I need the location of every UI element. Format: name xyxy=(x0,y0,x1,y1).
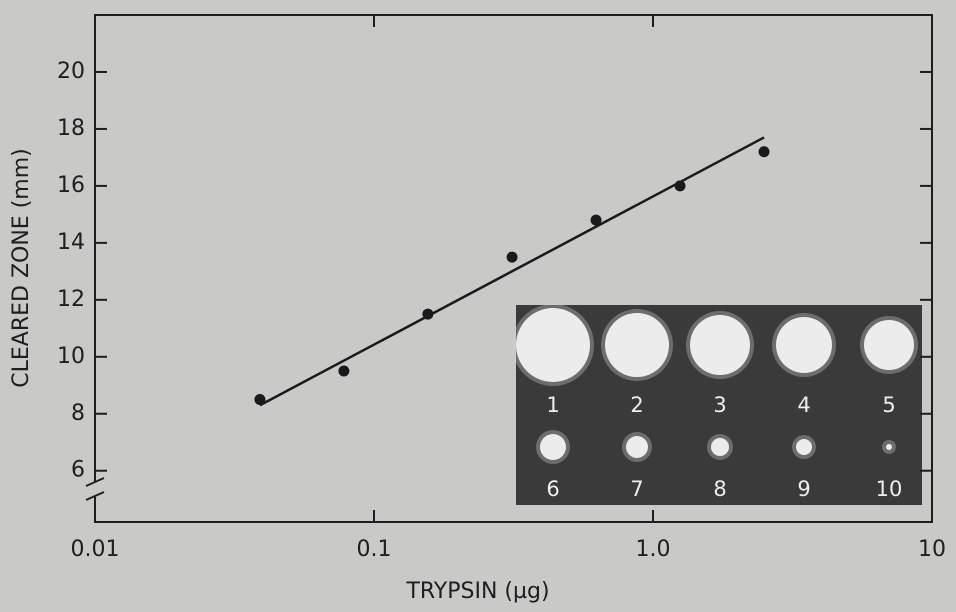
cleared-zone xyxy=(711,438,729,456)
inset-label: 4 xyxy=(797,393,810,417)
data-point xyxy=(338,365,350,377)
inset-label: 2 xyxy=(630,393,643,417)
inset-label: 3 xyxy=(713,393,726,417)
cleared-zone xyxy=(864,320,914,370)
inset-label: 5 xyxy=(882,393,895,417)
x-tick-label: 0.1 xyxy=(357,537,392,562)
axis-break xyxy=(85,477,105,487)
inset-label: 9 xyxy=(797,477,810,501)
inset-label: 1 xyxy=(546,393,559,417)
y-tick-label: 18 xyxy=(57,116,85,141)
y-tick-label: 14 xyxy=(57,230,85,255)
x-tick-label: 10 xyxy=(918,537,946,562)
cleared-zone xyxy=(776,317,832,373)
data-point xyxy=(254,394,266,406)
data-point xyxy=(758,146,770,158)
fit-line xyxy=(259,136,765,407)
y-tick-label: 20 xyxy=(57,59,85,84)
inset-label: 8 xyxy=(713,477,726,501)
y-tick-label: 8 xyxy=(71,401,85,426)
cleared-zone xyxy=(690,315,750,375)
data-point xyxy=(590,214,602,226)
y-tick-label: 10 xyxy=(57,344,85,369)
cleared-zone xyxy=(886,444,892,450)
inset-label: 10 xyxy=(876,477,903,501)
y-axis-label: CLEARED ZONE (mm) xyxy=(9,148,34,387)
plot-frame xyxy=(94,14,933,523)
cleared-zone xyxy=(796,439,812,455)
cleared-zone xyxy=(540,434,566,460)
cleared-zone xyxy=(605,313,669,377)
y-tick-label: 16 xyxy=(57,173,85,198)
x-tick-label: 0.01 xyxy=(71,537,120,562)
inset-label: 7 xyxy=(630,477,643,501)
cleared-zone xyxy=(626,436,648,458)
x-tick-label: 1.0 xyxy=(636,537,671,562)
axis-break-gap xyxy=(91,482,99,496)
data-point xyxy=(506,251,518,263)
cleared-zone xyxy=(516,308,590,382)
x-axis-label: TRYPSIN (µg) xyxy=(405,579,549,604)
inset-label: 6 xyxy=(546,477,559,501)
y-tick-label: 12 xyxy=(57,287,85,312)
y-tick-label: 6 xyxy=(71,458,85,483)
axis-break xyxy=(85,491,105,501)
